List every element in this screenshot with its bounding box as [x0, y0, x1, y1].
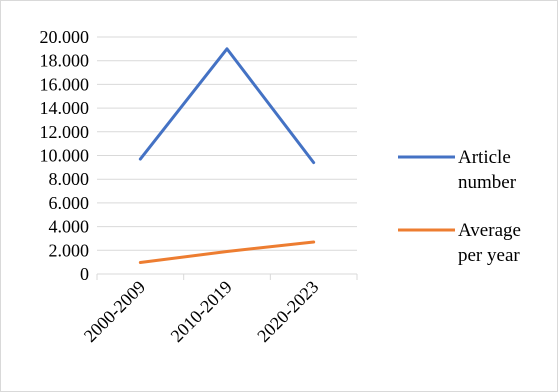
y-tick-label: 12.000 — [40, 122, 90, 142]
y-tick-label: 6.000 — [49, 193, 90, 213]
legend-label: Article number — [458, 147, 517, 193]
series-line — [138, 240, 316, 265]
x-tick-label: 2010-2019 — [167, 277, 236, 346]
x-tick-label: 2000-2009 — [80, 277, 149, 346]
y-tick-label: 4.000 — [49, 217, 90, 237]
y-tick-label: 10.000 — [40, 146, 90, 166]
y-tick-label: 16.000 — [40, 74, 90, 94]
legend-label: Average per year — [458, 220, 521, 266]
y-tick-label: 14.000 — [40, 98, 90, 118]
y-tick-label: 8.000 — [49, 169, 90, 189]
y-tick-label: 0 — [80, 264, 89, 284]
y-tick-label: 18.000 — [40, 51, 90, 71]
x-tick-label: 2020-2023 — [253, 277, 322, 346]
y-tick-label: 2.000 — [49, 240, 90, 260]
y-tick-label: 20.000 — [40, 27, 90, 47]
series-line — [138, 47, 316, 165]
